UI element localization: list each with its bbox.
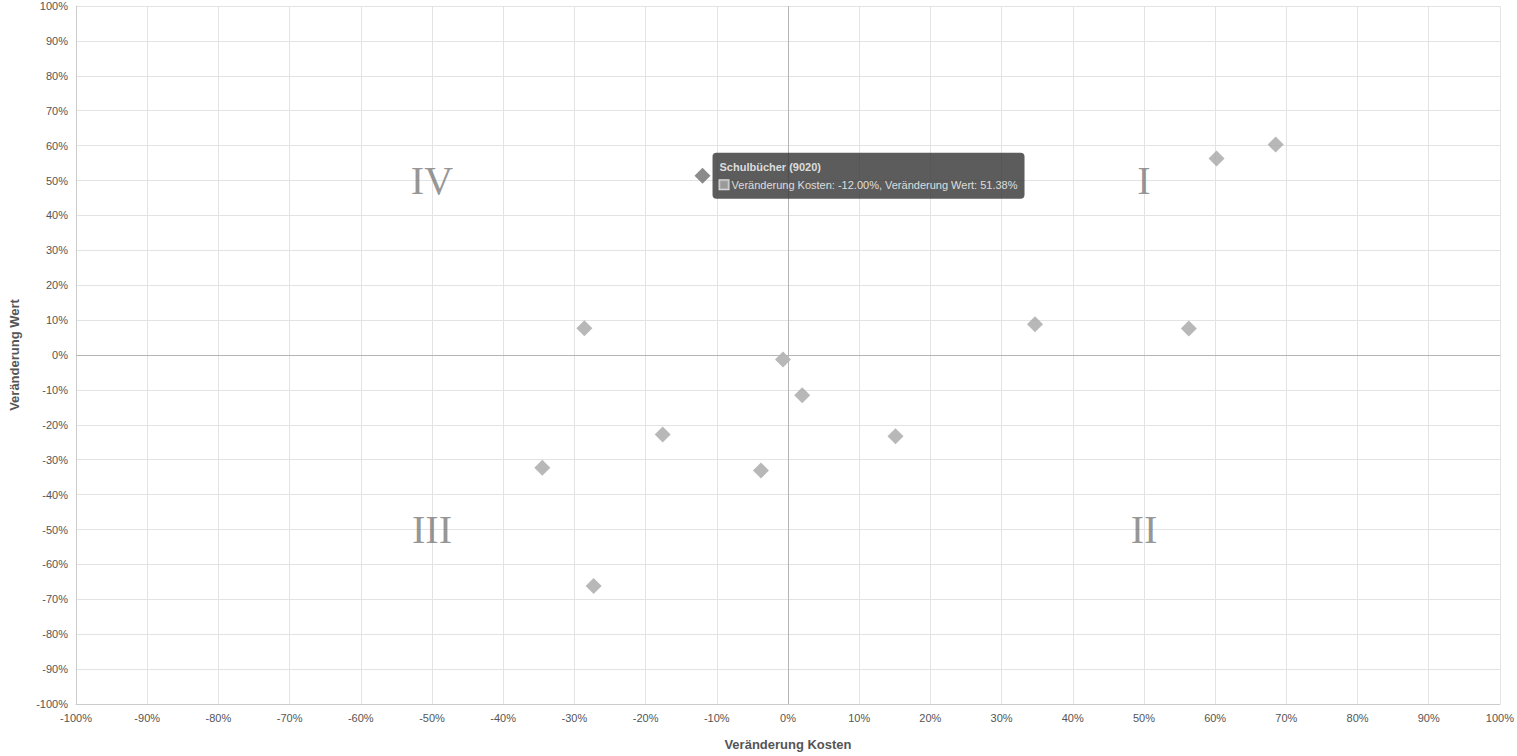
svg-text:20%: 20% <box>46 279 68 291</box>
svg-text:-100%: -100% <box>60 712 92 724</box>
svg-text:70%: 70% <box>46 105 68 117</box>
svg-text:-80%: -80% <box>42 628 68 640</box>
svg-text:-100%: -100% <box>36 698 68 710</box>
svg-text:-60%: -60% <box>348 712 374 724</box>
svg-text:50%: 50% <box>46 175 68 187</box>
svg-text:-30%: -30% <box>42 454 68 466</box>
svg-text:50%: 50% <box>1133 712 1155 724</box>
svg-text:-90%: -90% <box>42 663 68 675</box>
svg-text:-50%: -50% <box>42 524 68 536</box>
svg-text:-70%: -70% <box>42 593 68 605</box>
svg-text:-10%: -10% <box>42 384 68 396</box>
svg-text:-50%: -50% <box>419 712 445 724</box>
svg-text:80%: 80% <box>1347 712 1369 724</box>
svg-text:10%: 10% <box>848 712 870 724</box>
svg-text:-90%: -90% <box>134 712 160 724</box>
svg-text:70%: 70% <box>1275 712 1297 724</box>
svg-text:-40%: -40% <box>42 489 68 501</box>
svg-text:II: II <box>1131 507 1158 552</box>
svg-text:100%: 100% <box>1486 712 1514 724</box>
svg-text:Schulbücher (9020): Schulbücher (9020) <box>720 161 822 173</box>
svg-text:100%: 100% <box>40 0 68 12</box>
svg-text:10%: 10% <box>46 314 68 326</box>
svg-text:20%: 20% <box>919 712 941 724</box>
svg-text:-60%: -60% <box>42 558 68 570</box>
svg-text:60%: 60% <box>46 140 68 152</box>
svg-text:Veränderung Kosten: -12.00%, V: Veränderung Kosten: -12.00%, Veränderung… <box>732 179 1018 191</box>
svg-text:0%: 0% <box>780 712 796 724</box>
svg-text:60%: 60% <box>1204 712 1226 724</box>
svg-text:-20%: -20% <box>633 712 659 724</box>
svg-text:0%: 0% <box>52 349 68 361</box>
svg-text:80%: 80% <box>46 70 68 82</box>
svg-text:40%: 40% <box>1062 712 1084 724</box>
svg-text:-80%: -80% <box>206 712 232 724</box>
svg-text:-40%: -40% <box>490 712 516 724</box>
svg-text:Veränderung Wert: Veränderung Wert <box>7 298 22 410</box>
svg-text:-70%: -70% <box>277 712 303 724</box>
svg-text:Veränderung Kosten: Veränderung Kosten <box>724 737 851 752</box>
svg-text:-20%: -20% <box>42 419 68 431</box>
svg-text:-30%: -30% <box>562 712 588 724</box>
svg-text:-10%: -10% <box>704 712 730 724</box>
svg-text:40%: 40% <box>46 209 68 221</box>
svg-text:90%: 90% <box>1418 712 1440 724</box>
svg-text:I: I <box>1137 158 1150 203</box>
svg-text:III: III <box>412 507 452 552</box>
svg-text:30%: 30% <box>991 712 1013 724</box>
svg-text:IV: IV <box>411 158 453 203</box>
svg-text:30%: 30% <box>46 244 68 256</box>
svg-text:90%: 90% <box>46 35 68 47</box>
